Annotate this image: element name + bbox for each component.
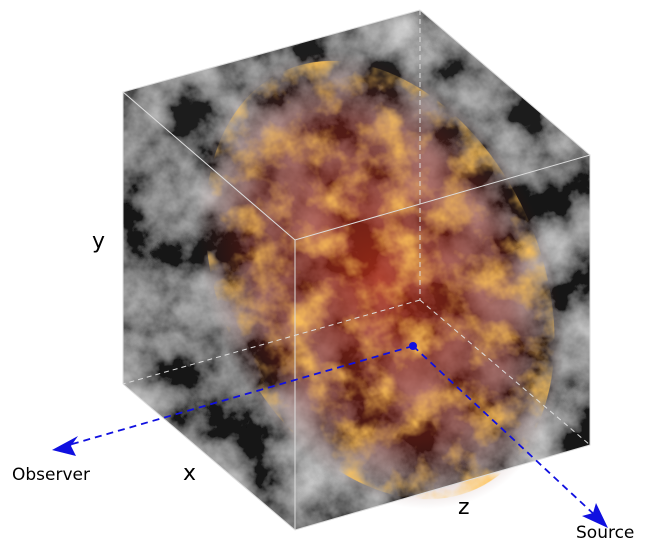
- source-label: Source: [576, 523, 634, 543]
- z-axis-label: z: [458, 495, 470, 520]
- y-axis-label: y: [92, 229, 105, 254]
- observer-arrow: [52, 436, 78, 456]
- intersection-point: [409, 342, 417, 350]
- figure: y x z Observer Source: [0, 0, 659, 543]
- x-axis-label: x: [183, 461, 196, 486]
- observer-label: Observer: [12, 465, 90, 485]
- cube: [123, 0, 636, 543]
